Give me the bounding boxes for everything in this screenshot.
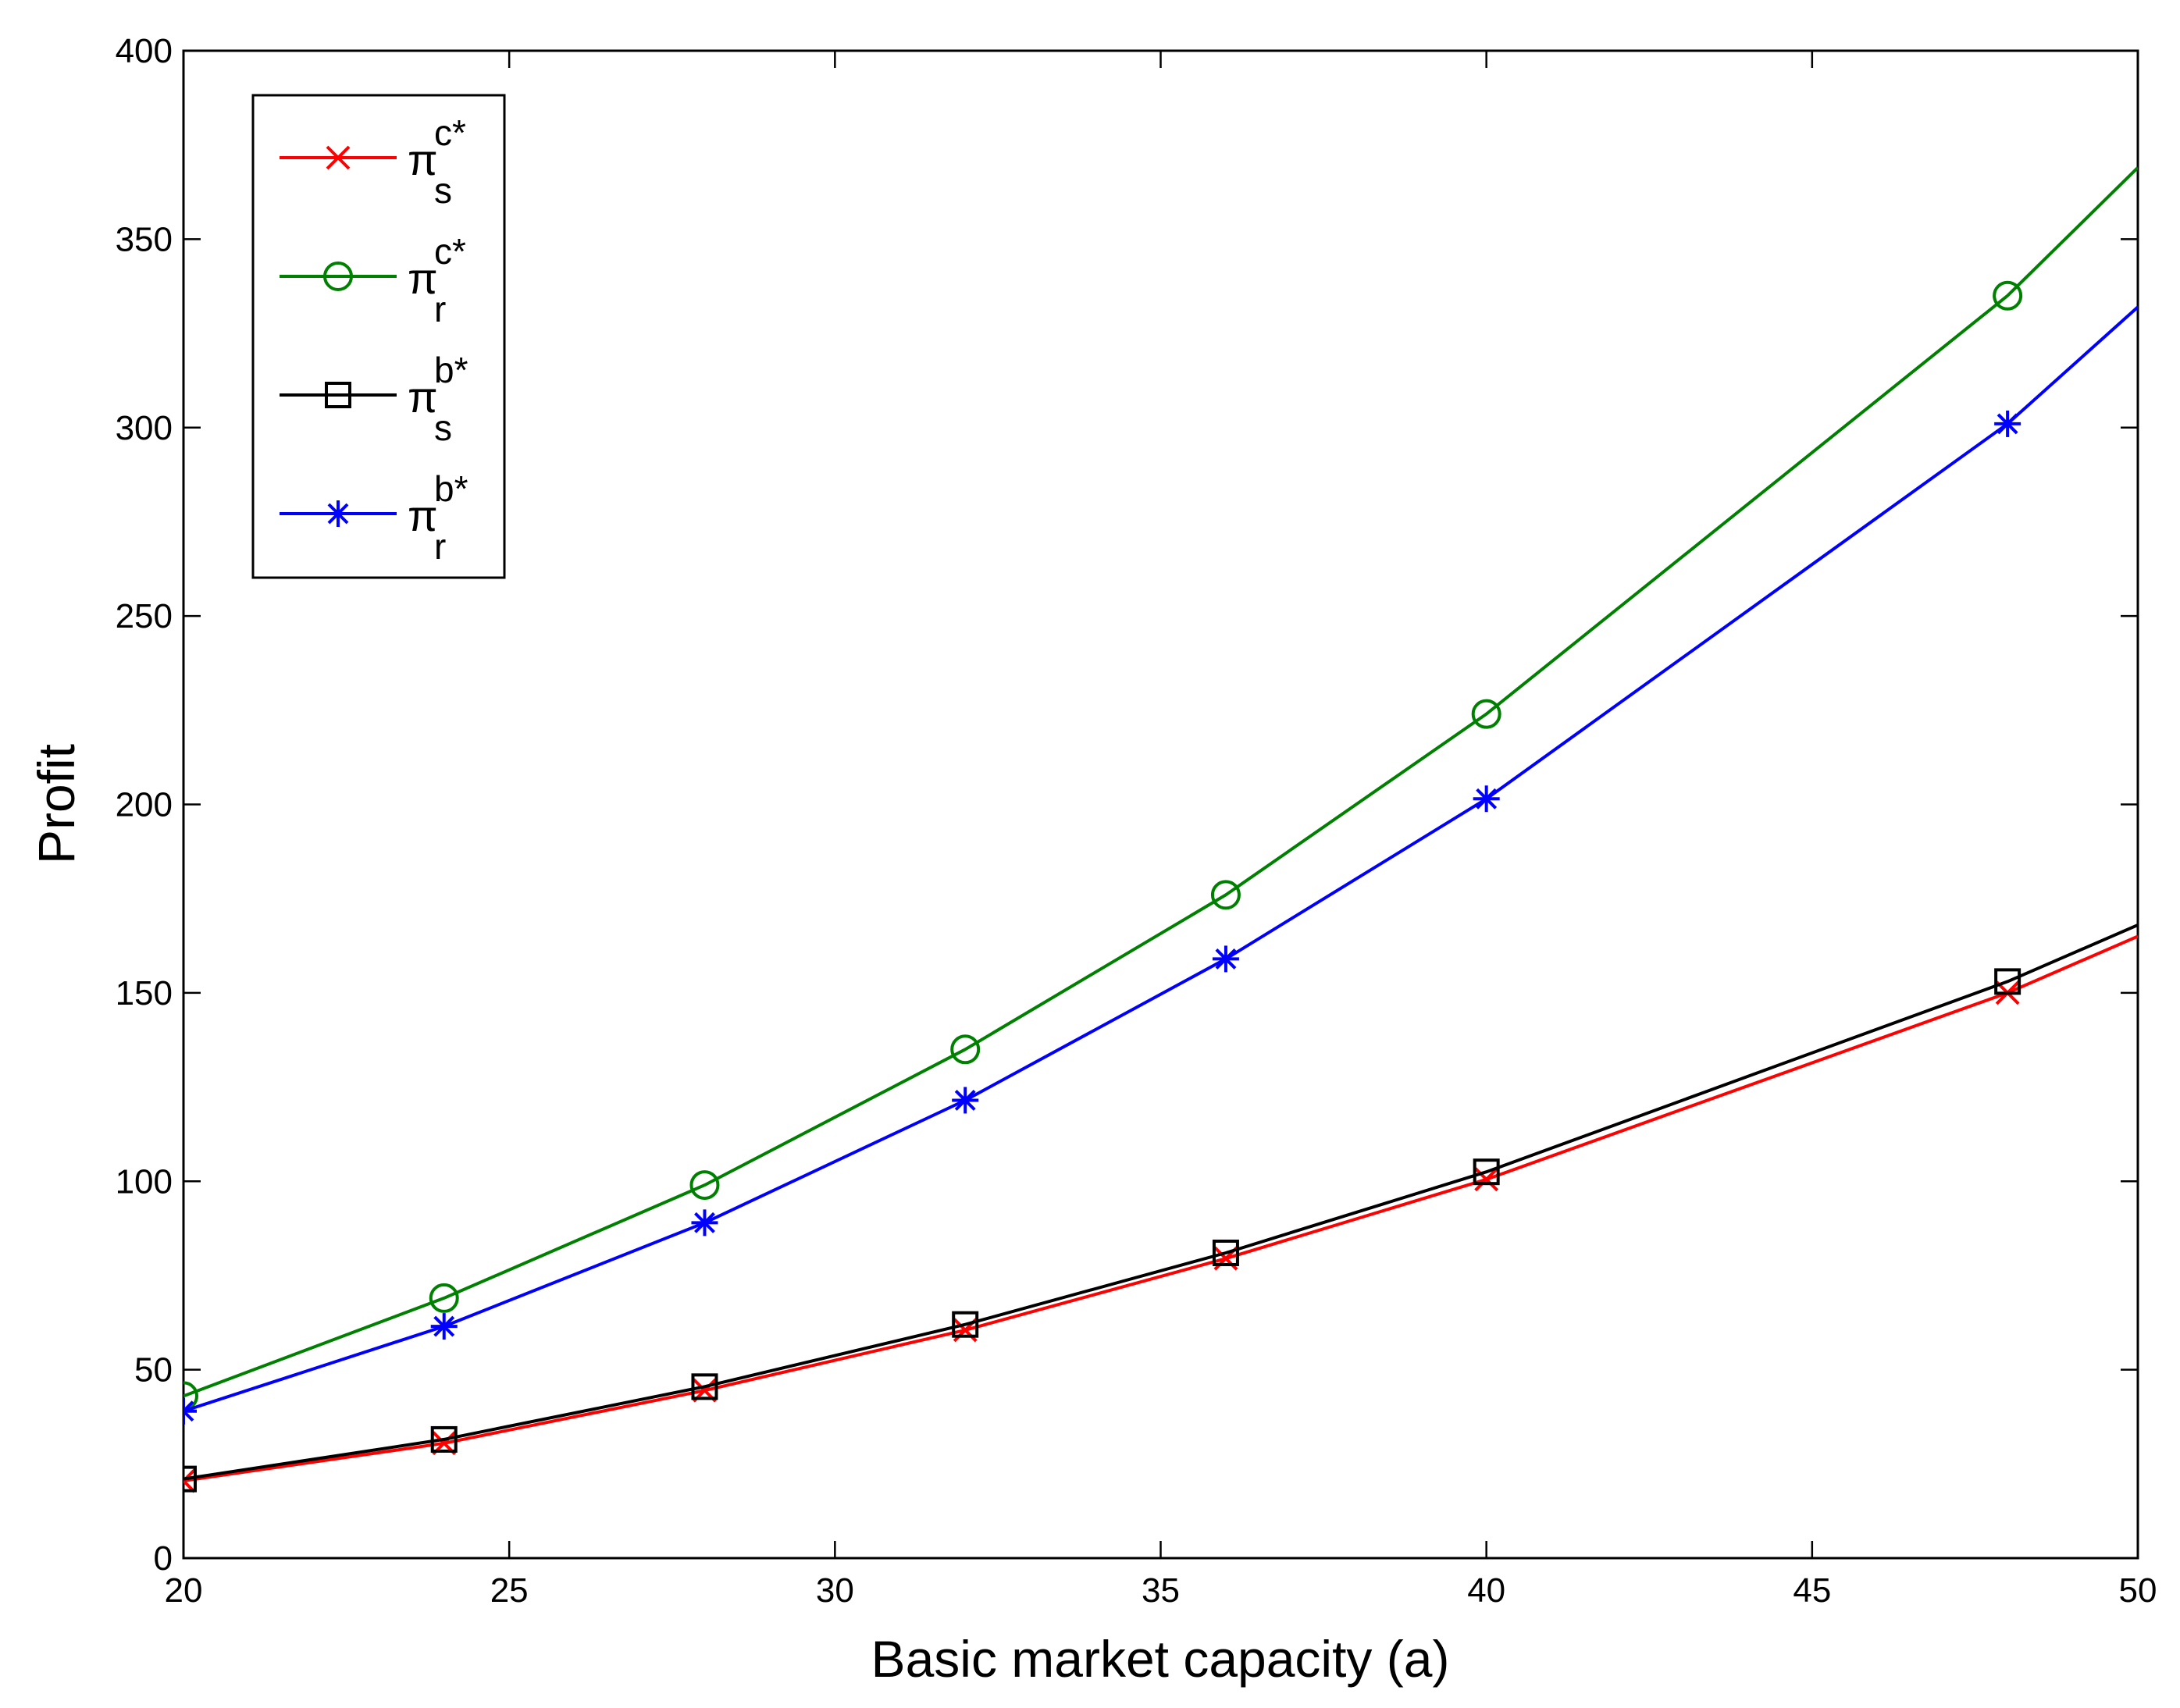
legend-superscript: b*	[434, 468, 468, 509]
y-tick-label: 400	[116, 32, 173, 70]
data-point	[952, 1311, 979, 1338]
x-tick-label: 25	[490, 1571, 529, 1610]
x-tick-label: 35	[1142, 1571, 1180, 1610]
data-point	[1212, 1239, 1239, 1266]
legend-marker	[323, 262, 353, 291]
plot-area	[182, 49, 2139, 1560]
legend-symbol: π	[408, 372, 438, 422]
y-tick-label: 0	[154, 1539, 173, 1578]
y-axis: 0 50 100 150 200 250 300 350 400	[116, 32, 2138, 1578]
series-2	[183, 923, 2138, 1493]
series-line	[183, 923, 2138, 1481]
data-point	[1212, 945, 1239, 973]
legend-entry: πc* r	[280, 231, 466, 329]
legend-marker	[325, 500, 351, 527]
y-tick-label: 350	[116, 220, 173, 258]
x-axis-title: Basic market capacity (a)	[871, 1630, 1450, 1688]
data-point	[1473, 785, 1500, 813]
y-tick-label: 300	[116, 409, 173, 447]
series-1	[183, 166, 2138, 1411]
y-tick-label: 150	[116, 974, 173, 1012]
legend-superscript: c*	[434, 112, 466, 153]
y-tick-label: 200	[116, 786, 173, 824]
series-3	[183, 305, 2138, 1425]
legend-subscript: s	[434, 170, 452, 211]
legend-subscript: r	[434, 526, 446, 567]
legend-entry: πc* s	[280, 112, 466, 211]
legend-marker	[326, 145, 351, 170]
data-point	[1473, 1158, 1500, 1186]
x-tick-label: 45	[1793, 1571, 1831, 1610]
series-line	[183, 166, 2138, 1398]
legend-symbol: π	[408, 254, 438, 303]
x-tick-label: 50	[2119, 1571, 2157, 1610]
legend-subscript: s	[434, 407, 452, 448]
data-point	[691, 1209, 718, 1237]
data-point	[183, 1381, 198, 1411]
x-tick-label: 40	[1467, 1571, 1505, 1610]
data-point	[430, 1313, 458, 1340]
data-point	[1210, 880, 1241, 910]
legend-symbol: π	[408, 135, 438, 184]
y-tick-label: 250	[116, 597, 173, 635]
y-tick-label: 100	[116, 1162, 173, 1201]
legend-box	[251, 94, 506, 579]
data-point	[1471, 699, 1501, 729]
legend-entry: πb* r	[280, 468, 468, 567]
data-point	[952, 1087, 979, 1114]
legend-subscript: r	[434, 289, 446, 329]
data-point	[1993, 280, 2023, 311]
x-tick-label: 20	[165, 1571, 203, 1610]
x-axis: 20 25 30 35 40 45 50	[165, 51, 2157, 1610]
data-point	[430, 1425, 458, 1453]
legend: πc*sπc*rπb*sπb*r	[251, 94, 506, 579]
data-point	[691, 1373, 718, 1400]
series-layer	[183, 166, 2138, 1493]
legend-superscript: c*	[434, 231, 466, 272]
data-point	[1994, 410, 2021, 437]
y-axis-title: Profit	[27, 744, 85, 864]
data-point	[183, 1468, 196, 1493]
data-point	[429, 1283, 459, 1313]
data-point	[950, 1034, 981, 1065]
legend-symbol: π	[408, 491, 438, 540]
series-line	[183, 934, 2138, 1482]
x-tick-label: 30	[816, 1571, 854, 1610]
series-line	[183, 305, 2138, 1413]
data-point	[689, 1170, 720, 1201]
data-point	[183, 1397, 197, 1425]
data-point	[1994, 968, 2021, 995]
data-point	[1474, 1167, 1499, 1192]
data-point	[183, 1465, 197, 1493]
legend-entry: πb* s	[280, 350, 468, 448]
y-tick-label: 50	[134, 1351, 173, 1390]
legend-marker	[325, 382, 351, 408]
legend-superscript: b*	[434, 350, 468, 390]
